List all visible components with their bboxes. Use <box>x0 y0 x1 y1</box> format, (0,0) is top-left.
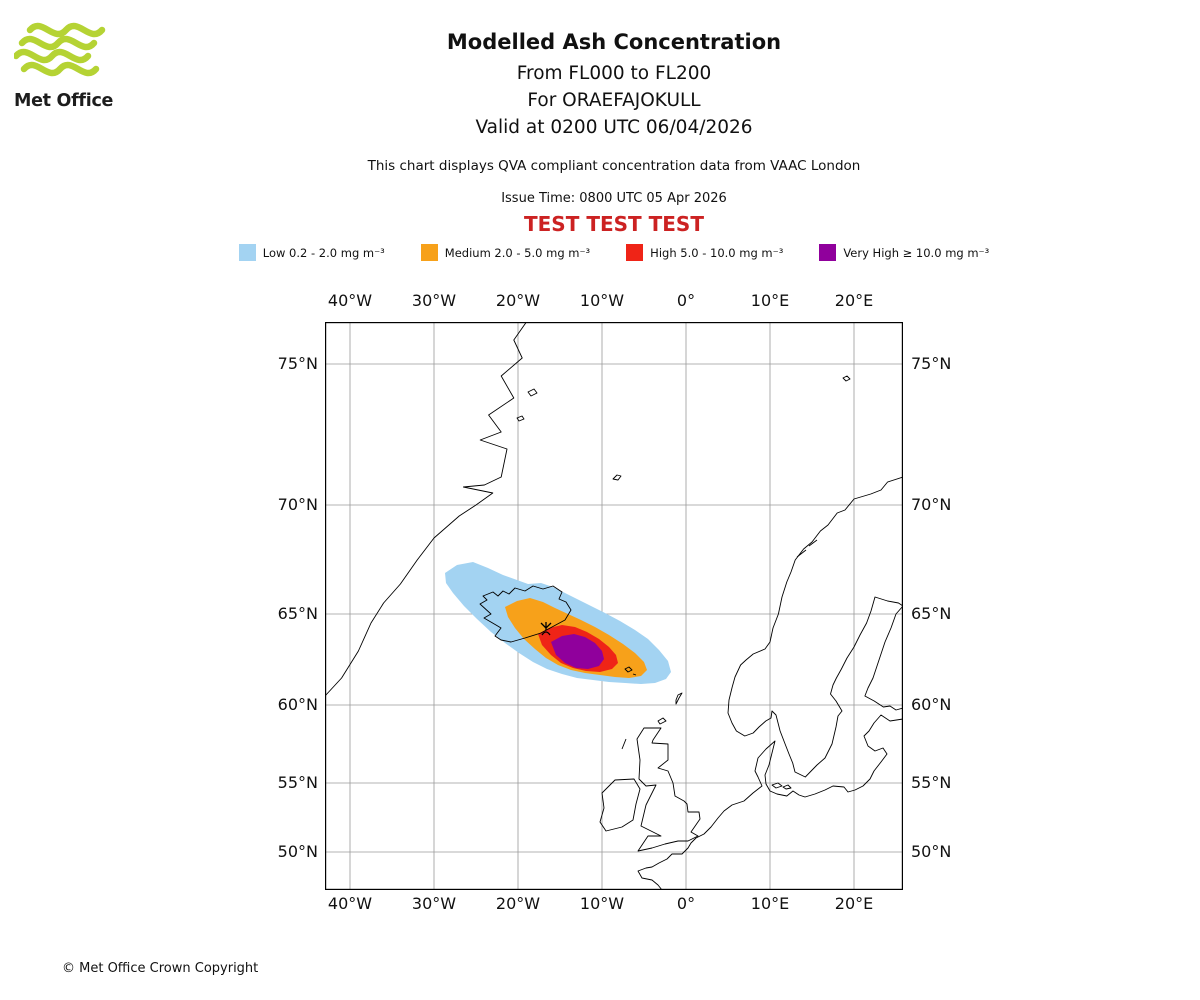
graticule-grid <box>325 322 903 890</box>
map-canvas <box>324 321 904 891</box>
lat-tick-right: 55°N <box>911 773 952 792</box>
coast-faroe-islands <box>624 666 637 676</box>
lat-tick-right: 75°N <box>911 354 952 373</box>
coast-greenland <box>324 321 527 697</box>
lat-tick-left: 50°N <box>277 842 318 861</box>
coast-jan-mayen <box>612 474 622 481</box>
coast-norway-sweden-finland <box>727 476 904 778</box>
logo-text: Met Office <box>14 91 114 111</box>
legend-item-low: Low 0.2 - 2.0 mg m⁻³ <box>238 244 385 261</box>
legend-swatch-veryhigh <box>819 244 837 261</box>
test-banner: TEST TEST TEST <box>524 212 704 236</box>
lon-tick-bottom: 40°W <box>327 894 373 913</box>
valid-time: Valid at 0200 UTC 06/04/2026 <box>475 117 753 138</box>
coast-baltic-denmark-france <box>637 714 904 891</box>
lon-tick-bottom: 30°W <box>411 894 457 913</box>
legend-item-high: High 5.0 - 10.0 mg m⁻³ <box>626 244 783 261</box>
map-border <box>325 322 903 890</box>
copyright-footer: © Met Office Crown Copyright <box>62 961 259 976</box>
lat-tick-left: 55°N <box>277 773 318 792</box>
legend-label-high: High 5.0 - 10.0 mg m⁻³ <box>650 245 784 260</box>
coast-denmark-islands <box>771 782 792 790</box>
lon-tick-bottom: 10°W <box>579 894 625 913</box>
coast-great-britain <box>636 727 701 852</box>
coast-orkney-shetland <box>657 692 683 725</box>
lat-tick-right: 70°N <box>911 495 952 514</box>
qva-description: This chart displays QVA compliant concen… <box>367 158 861 174</box>
issue-time: Issue Time: 0800 UTC 05 Apr 2026 <box>501 191 727 206</box>
legend-label-medium: Medium 2.0 - 5.0 mg m⁻³ <box>444 245 591 260</box>
lat-tick-right: 50°N <box>911 842 952 861</box>
legend: Low 0.2 - 2.0 mg m⁻³ Medium 2.0 - 5.0 mg… <box>28 244 1200 261</box>
legend-swatch-high <box>626 244 644 261</box>
lon-tick-bottom: 20°E <box>834 894 874 913</box>
lat-tick-left: 75°N <box>277 354 318 373</box>
coastlines <box>324 321 904 891</box>
lon-tick-bottom: 20°W <box>495 894 541 913</box>
ash-plume <box>445 562 671 684</box>
lon-tick-top: 10°W <box>579 291 625 310</box>
plume-contour-veryhigh <box>551 634 604 669</box>
legend-item-veryhigh: Very High ≥ 10.0 mg m⁻³ <box>819 244 989 261</box>
lat-tick-left: 60°N <box>277 695 318 714</box>
flight-levels: From FL000 to FL200 <box>516 63 712 84</box>
coast-hebrides <box>621 738 627 750</box>
lon-tick-top: 20°W <box>495 291 541 310</box>
lon-tick-top: 30°W <box>411 291 457 310</box>
page-title: Modelled Ash Concentration <box>446 30 782 54</box>
lat-tick-right: 65°N <box>911 604 952 623</box>
coast-ireland <box>599 778 641 832</box>
lat-tick-left: 65°N <box>277 604 318 623</box>
lat-tick-right: 60°N <box>911 695 952 714</box>
lon-tick-bottom: 0° <box>676 894 696 913</box>
lon-tick-top: 20°E <box>834 291 874 310</box>
legend-item-medium: Medium 2.0 - 5.0 mg m⁻³ <box>420 244 591 261</box>
lon-tick-bottom: 10°E <box>750 894 790 913</box>
legend-swatch-low <box>238 244 256 261</box>
met-office-logo: Met Office <box>12 20 124 111</box>
legend-label-low: Low 0.2 - 2.0 mg m⁻³ <box>262 245 385 260</box>
coast-lofoten-islands <box>796 539 818 558</box>
legend-label-veryhigh: Very High ≥ 10.0 mg m⁻³ <box>843 245 990 260</box>
lon-tick-top: 10°E <box>750 291 790 310</box>
logo-waves-icon <box>12 22 106 77</box>
coast-bear-island <box>842 375 851 382</box>
lat-tick-left: 70°N <box>277 495 318 514</box>
volcano-name: For ORAEFAJOKULL <box>527 90 701 111</box>
coast-greenland-islands <box>516 388 538 422</box>
legend-swatch-medium <box>420 244 438 261</box>
volcano-marker <box>540 622 552 636</box>
lon-tick-top: 0° <box>676 291 696 310</box>
lon-tick-top: 40°W <box>327 291 373 310</box>
map <box>324 321 904 891</box>
